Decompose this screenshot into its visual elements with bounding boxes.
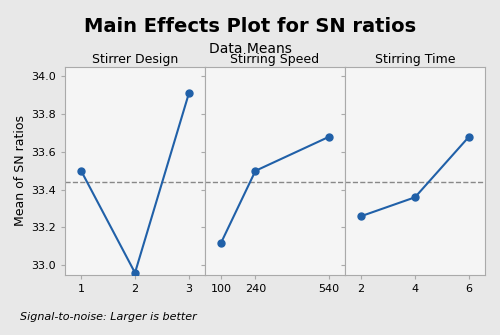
- Title: Stirrer Design: Stirrer Design: [92, 53, 178, 66]
- Title: Stirring Time: Stirring Time: [375, 53, 455, 66]
- Title: Stirring Speed: Stirring Speed: [230, 53, 320, 66]
- Text: Main Effects Plot for SN ratios: Main Effects Plot for SN ratios: [84, 17, 416, 36]
- Text: Data Means: Data Means: [208, 42, 292, 56]
- Text: Signal-to-noise: Larger is better: Signal-to-noise: Larger is better: [20, 312, 197, 322]
- Y-axis label: Mean of SN ratios: Mean of SN ratios: [14, 115, 27, 226]
